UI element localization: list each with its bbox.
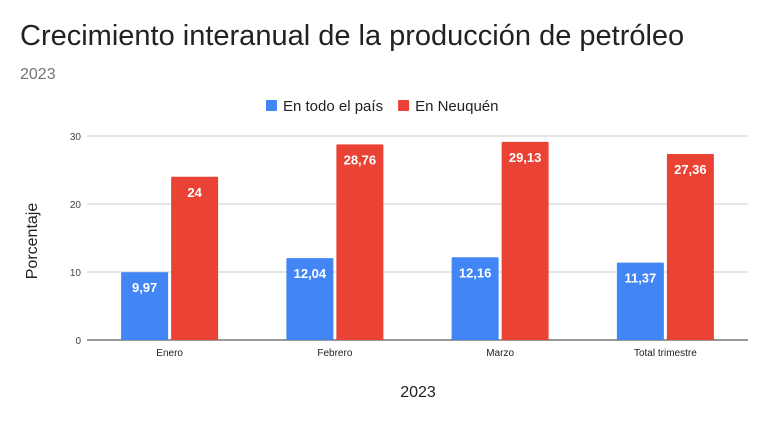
legend-label: En todo el país (283, 98, 383, 115)
x-tick-label: Marzo (486, 348, 514, 359)
y-tick-label: 20 (70, 200, 82, 211)
data-label: 28,76 (344, 152, 377, 167)
y-tick-label: 0 (75, 336, 81, 347)
bar-pais (616, 262, 664, 340)
data-label: 12,04 (294, 266, 327, 281)
bar-neuquen (336, 144, 384, 340)
data-label: 12,16 (459, 265, 492, 280)
chart-subtitle: 2023 (20, 66, 56, 83)
data-label: 27,36 (674, 162, 707, 177)
bar-pais (451, 257, 499, 340)
y-tick-label: 10 (70, 268, 82, 279)
legend-swatch (266, 100, 277, 111)
x-axis-label: 2023 (400, 384, 436, 401)
data-label: 29,13 (509, 150, 542, 165)
y-tick-label: 30 (70, 132, 82, 143)
data-label: 11,37 (624, 271, 656, 286)
x-tick-label: Total trimestre (634, 348, 697, 359)
bar-neuquen (666, 153, 714, 340)
x-tick-label: Febrero (317, 348, 352, 359)
data-label: 24 (187, 185, 202, 200)
bar-neuquen (501, 141, 549, 340)
chart-title: Crecimiento interanual de la producción … (20, 20, 685, 52)
x-tick-label: Enero (156, 348, 183, 359)
bar-pais (121, 272, 169, 340)
bar-pais (286, 258, 334, 340)
data-label: 9,97 (132, 280, 157, 295)
legend-label: En Neuquén (415, 98, 498, 115)
bar-neuquen (171, 176, 219, 340)
legend-swatch (398, 100, 410, 111)
y-axis-label: Porcentaje (24, 203, 41, 280)
